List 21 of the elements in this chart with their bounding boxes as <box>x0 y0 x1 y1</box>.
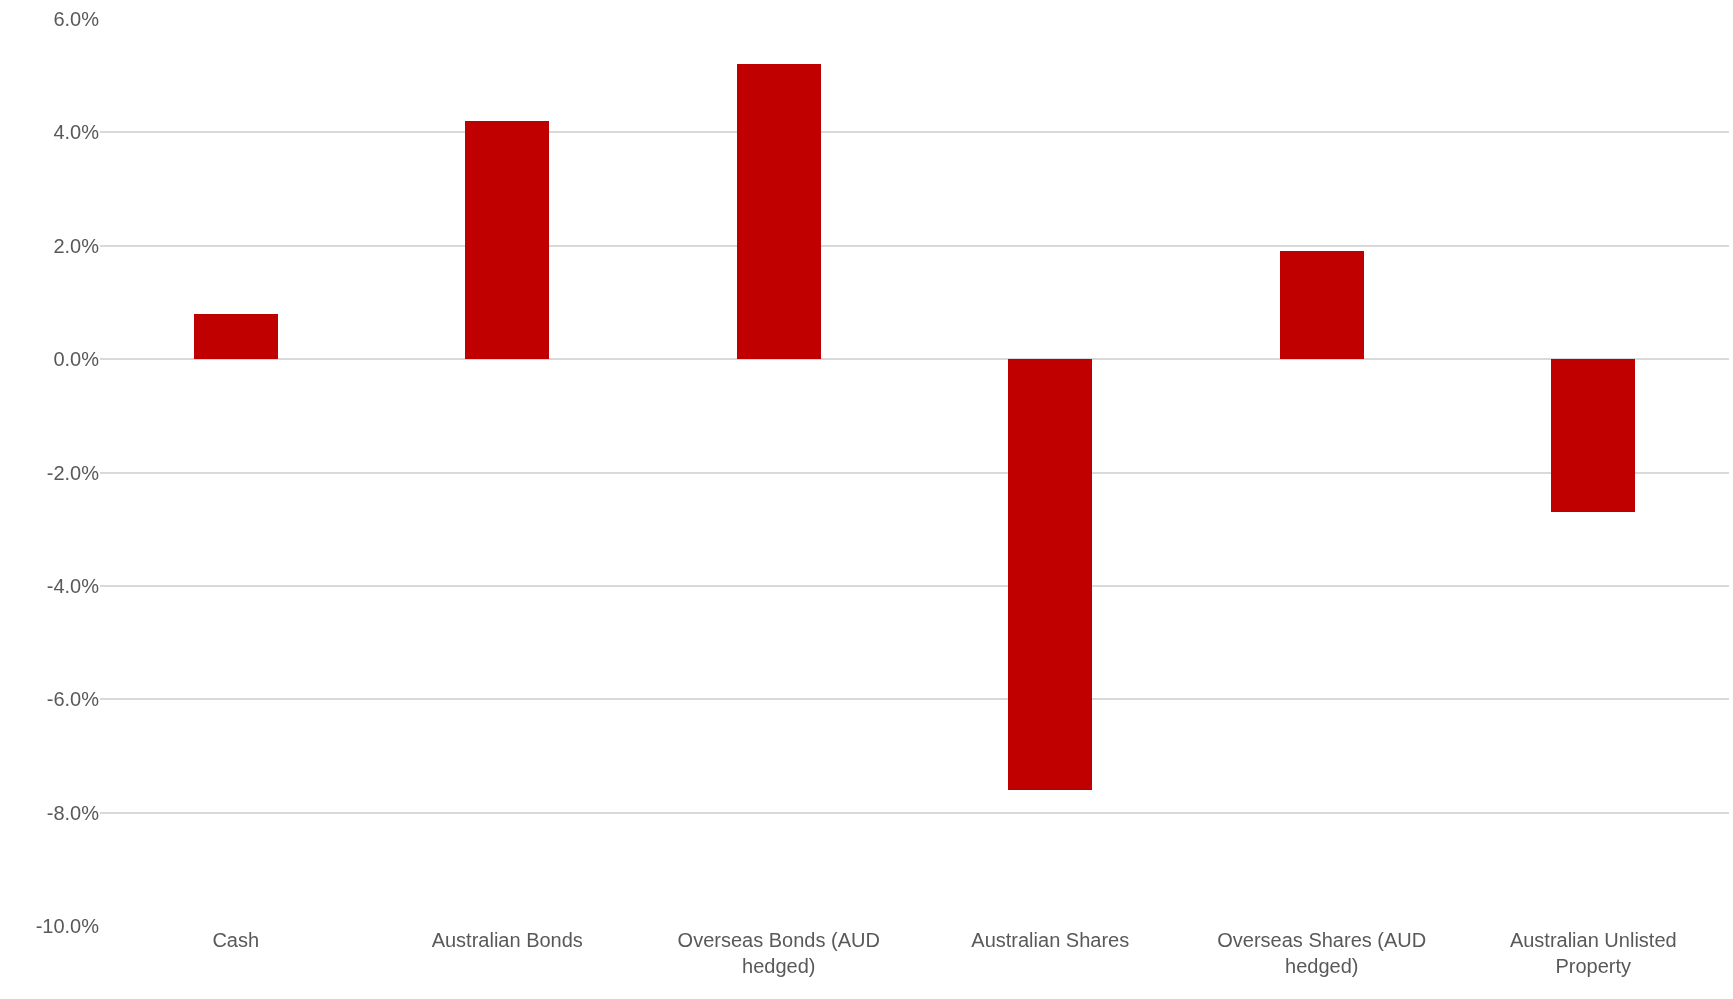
x-tick-label: Australian Shares <box>971 929 1130 951</box>
x-tick-label: Overseas Shares (AUD hedged) <box>1217 929 1427 977</box>
y-tick-label: -6.0% <box>46 688 100 711</box>
y-tick-label: 0.0% <box>53 348 100 371</box>
x-tick-label: Cash <box>212 929 260 951</box>
bar <box>1008 359 1092 790</box>
x-tick-label: Overseas Bonds (AUD hedged) <box>677 929 880 977</box>
y-tick-label: 6.0% <box>53 8 100 30</box>
x-tick-label: Australian Bonds <box>431 929 583 951</box>
bar <box>194 314 278 359</box>
bar <box>1280 251 1364 359</box>
y-tick-label: -8.0% <box>46 801 100 824</box>
bar <box>1551 359 1635 512</box>
y-tick-label: 4.0% <box>53 121 100 144</box>
y-tick-label: -2.0% <box>46 461 100 484</box>
x-tick-label: Australian Unlisted Property <box>1509 929 1677 977</box>
y-tick-label: 2.0% <box>53 234 100 257</box>
bar <box>737 64 821 359</box>
y-tick-label: -4.0% <box>46 574 100 597</box>
y-tick-label: -10.0% <box>35 915 100 937</box>
bar <box>465 121 549 359</box>
